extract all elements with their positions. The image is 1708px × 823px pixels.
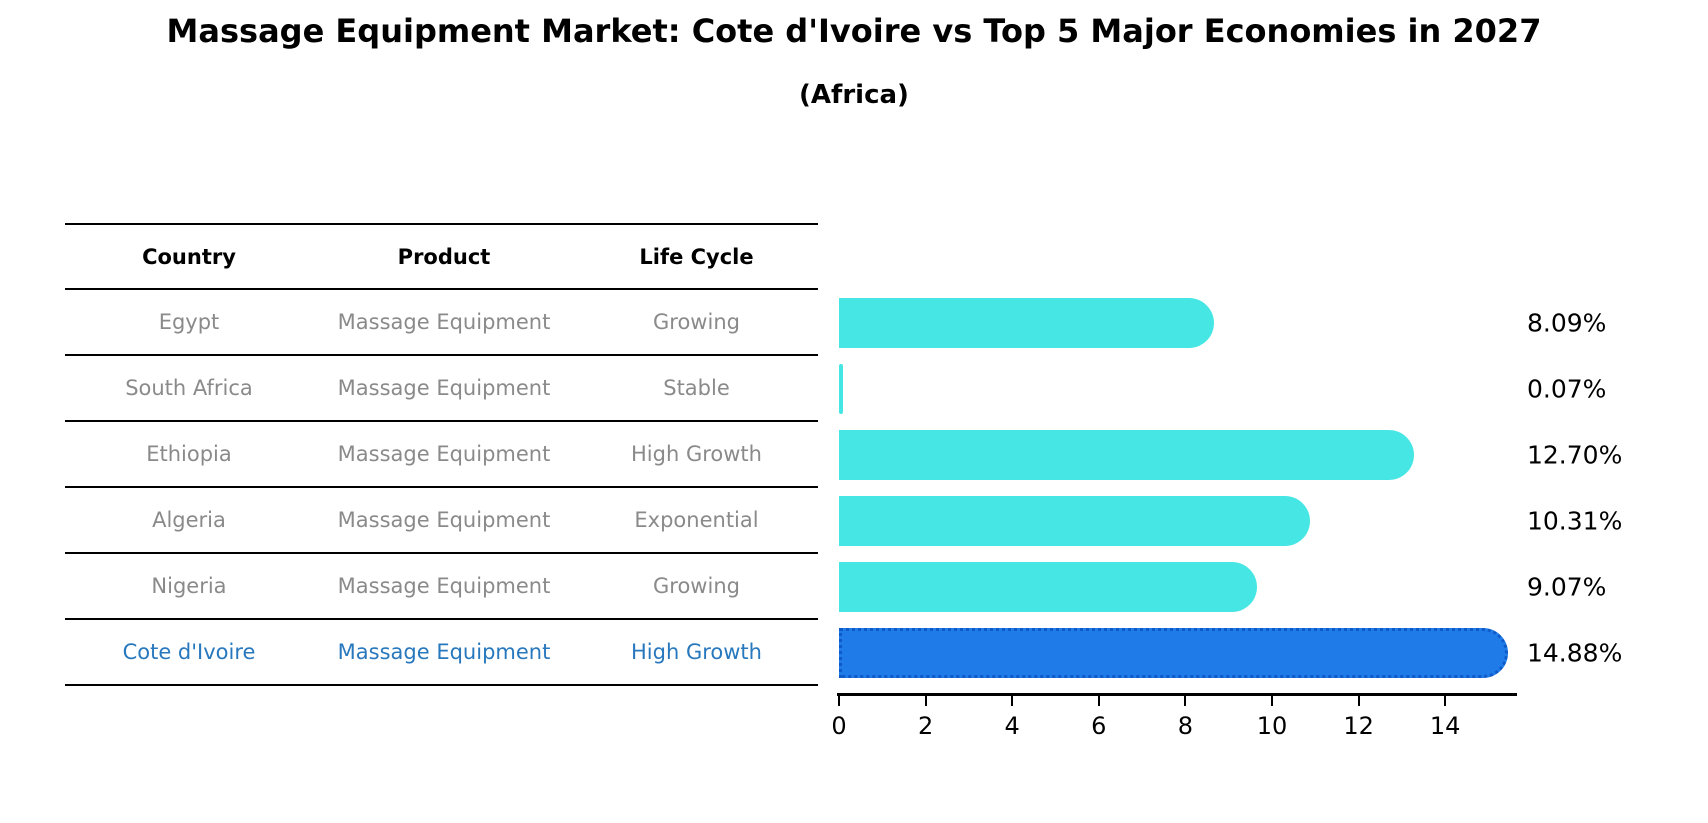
bar-algeria — [839, 496, 1311, 546]
value-label: 9.07% — [1527, 572, 1607, 602]
x-axis-tick-mark — [1444, 696, 1447, 706]
x-axis-line — [837, 693, 1517, 696]
x-axis-tick-label: 6 — [1091, 712, 1107, 740]
bar-egypt — [839, 298, 1215, 348]
x-axis-tick-mark — [1097, 696, 1100, 706]
cell-product: Massage Equipment — [337, 442, 551, 466]
cell-product: Massage Equipment — [337, 574, 551, 598]
cell-country: Egypt — [158, 310, 220, 334]
cell-life_cycle: Stable — [663, 376, 730, 400]
x-axis-tick-label: 2 — [917, 712, 934, 740]
column-header-life-cycle: Life Cycle — [639, 244, 754, 269]
column-header-product: Product — [397, 244, 491, 269]
value-label: 12.70% — [1527, 440, 1623, 470]
x-axis-tick-mark — [1271, 696, 1273, 706]
cell-product: Massage Equipment — [337, 508, 551, 532]
table-row: Egypt Massage Equipment Growing — [65, 290, 818, 356]
cell-life_cycle: Exponential — [634, 508, 759, 532]
x-axis-tick-label: 0 — [831, 712, 847, 740]
value-label: 8.09% — [1527, 308, 1607, 338]
value-label: 0.07% — [1527, 374, 1607, 404]
x-axis-tick-mark — [1184, 696, 1187, 706]
bar-ethiopia — [839, 430, 1414, 480]
x-axis-tick-mark — [924, 696, 927, 706]
value-label: 10.31% — [1527, 506, 1623, 536]
chart-title: Massage Equipment Market: Cote d'Ivoire … — [166, 12, 1542, 50]
cell-country: Cote d'Ivoire — [122, 640, 256, 664]
cell-product: Massage Equipment — [337, 640, 551, 664]
x-axis-tick-label: 12 — [1343, 712, 1374, 740]
x-axis-tick-label: 4 — [1004, 712, 1020, 740]
cell-country: Ethiopia — [146, 442, 232, 466]
table-header-row: Country Product Life Cycle — [65, 223, 818, 290]
table-row: South Africa Massage Equipment Stable — [65, 356, 818, 422]
cell-product: Massage Equipment — [337, 376, 551, 400]
x-axis-tick-mark — [838, 696, 840, 706]
bar-cote-divoire — [839, 628, 1509, 678]
bar-south-africa — [839, 364, 843, 414]
cell-life_cycle: High Growth — [631, 442, 762, 466]
x-axis-tick-label: 14 — [1429, 712, 1461, 740]
cell-life_cycle: Growing — [653, 310, 740, 334]
table-row: Nigeria Massage Equipment Growing — [65, 554, 818, 620]
table-row: Ethiopia Massage Equipment High Growth — [65, 422, 818, 488]
bar-nigeria — [839, 562, 1257, 612]
cell-product: Massage Equipment — [337, 310, 551, 334]
value-label: 14.88% — [1527, 638, 1623, 668]
cell-life_cycle: High Growth — [631, 640, 762, 664]
x-axis-tick-mark — [1357, 696, 1360, 706]
cell-life_cycle: Growing — [653, 574, 740, 598]
cell-country: South Africa — [125, 376, 253, 400]
cell-country: Algeria — [152, 508, 226, 532]
country-table: Country Product Life Cycle Egypt Massage Eq… — [65, 223, 818, 686]
column-header-country: Country — [142, 244, 236, 269]
chart-subtitle: (Africa) — [799, 80, 909, 110]
x-axis-tick-label: 8 — [1177, 712, 1194, 740]
table-row-highlighted: Cote d'Ivoire Massage Equipment High Growt… — [65, 620, 818, 686]
x-axis-tick-mark — [1011, 696, 1014, 706]
table-row: Algeria Massage Equipment Exponential — [65, 488, 818, 554]
cell-country: Nigeria — [151, 574, 227, 598]
x-axis-tick-label: 10 — [1256, 712, 1288, 740]
